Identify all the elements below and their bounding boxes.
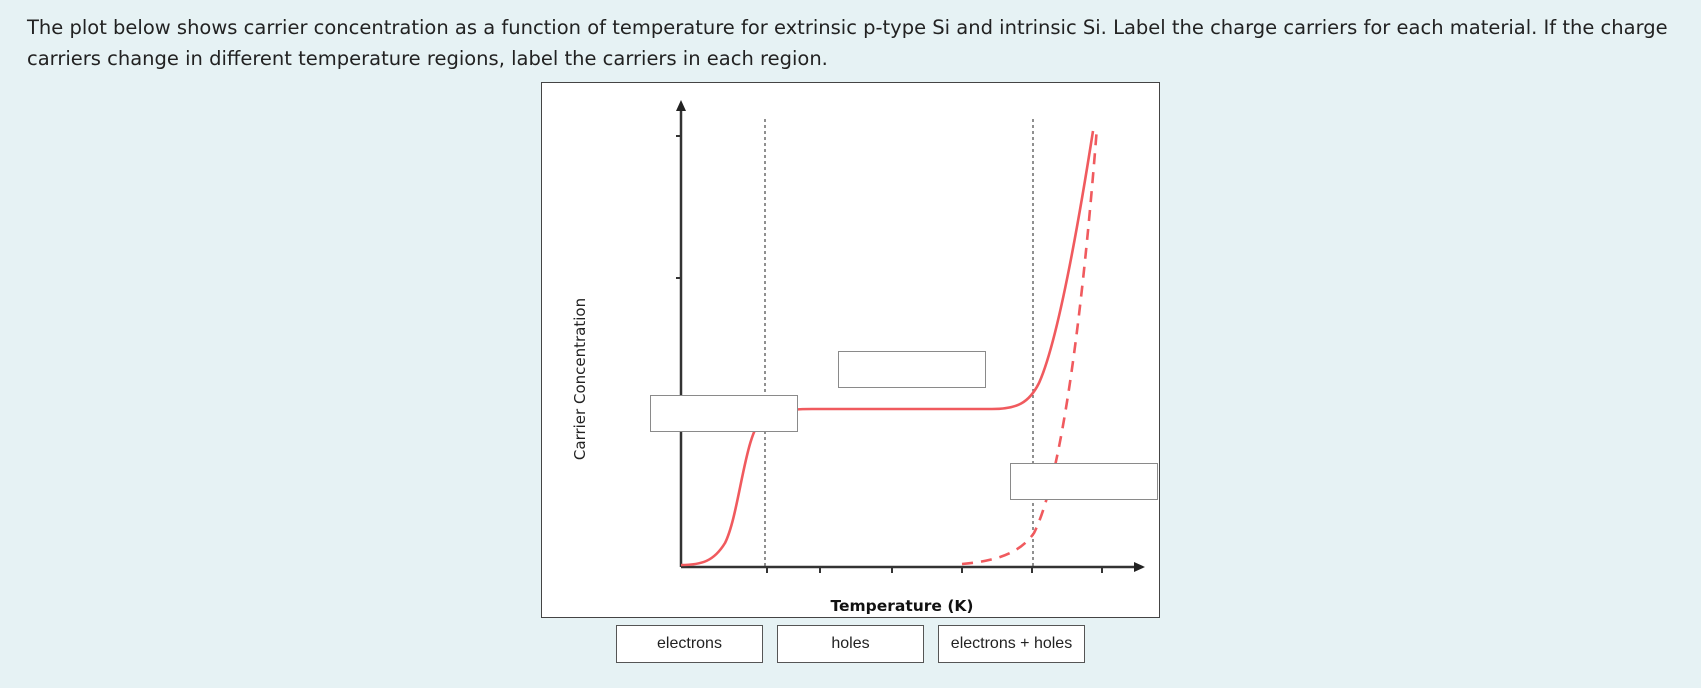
y-axis-label: Carrier Concentration — [571, 298, 589, 460]
carrier-concentration-plot: Temperature (K) Carrier Concentration — [541, 82, 1160, 618]
drag-option-holes[interactable]: holes — [777, 625, 924, 663]
x-axis-label: Temperature (K) — [830, 597, 973, 615]
extrinsic-p-type-si-curve — [680, 130, 1095, 567]
y-axis-arrow — [676, 100, 686, 111]
drop-zone-extrinsic-plateau[interactable] — [838, 351, 986, 388]
x-axis-arrow — [1134, 562, 1145, 572]
drop-zone-low-temp-region[interactable] — [650, 395, 798, 432]
drag-option-electrons-holes[interactable]: electrons + holes — [938, 625, 1085, 663]
drag-option-electrons[interactable]: electrons — [616, 625, 763, 663]
drop-zone-intrinsic-curve[interactable] — [1010, 463, 1158, 500]
question-text: The plot below shows carrier concentrati… — [27, 16, 1668, 70]
